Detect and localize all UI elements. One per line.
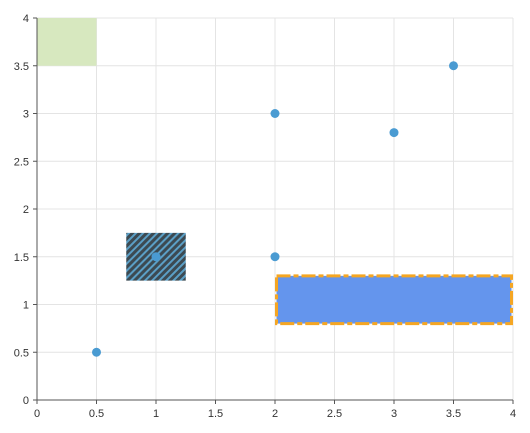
y-tick-label: 3.5 — [14, 61, 29, 73]
y-tick-label: 3 — [23, 109, 29, 121]
data-point — [270, 252, 280, 262]
x-tick-label: 2 — [272, 408, 278, 420]
blue-region-rect — [275, 274, 513, 326]
x-tick-label: 1 — [153, 408, 159, 420]
y-tick-label: 1.5 — [14, 252, 29, 264]
data-point — [270, 109, 280, 118]
y-tick-label: 2.5 — [14, 156, 29, 168]
data-point — [151, 252, 161, 262]
annotation-layer — [37, 18, 513, 326]
y-tick-label: 0.5 — [14, 347, 29, 359]
y-tick-label: 0 — [23, 395, 29, 407]
axes — [33, 17, 514, 404]
x-tick-label: 3.5 — [446, 408, 461, 420]
data-point — [92, 347, 101, 357]
x-tick-label: 2.5 — [327, 408, 342, 420]
points-layer — [92, 61, 458, 357]
x-tick-label: 0 — [34, 408, 40, 420]
x-tick-label: 1.5 — [208, 408, 223, 420]
tick-labels: 0 0.5 1 1.5 2 2.5 3 3.5 4 0 0.5 1 1.5 2 2.5 3 3.5 4 — [14, 13, 516, 420]
green-region-rect — [37, 18, 97, 66]
x-tick-label: 4 — [510, 408, 516, 420]
x-tick-label: 3 — [391, 408, 397, 420]
x-tick-label: 0.5 — [89, 408, 104, 420]
data-point — [449, 61, 458, 71]
y-tick-label: 2 — [23, 204, 29, 216]
y-tick-label: 1 — [23, 300, 29, 312]
data-point — [389, 128, 399, 138]
y-tick-label: 4 — [23, 13, 29, 25]
grid — [36, 17, 514, 401]
